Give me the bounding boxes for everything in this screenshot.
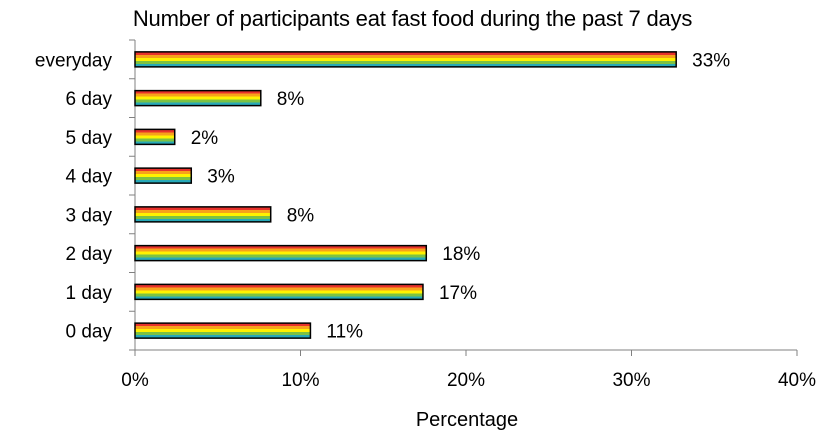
bar: [134, 128, 176, 146]
bar: [134, 322, 312, 339]
y-tick-label: 3 day: [66, 205, 113, 226]
data-label: 8%: [287, 205, 315, 226]
x-tick-label: 40%: [778, 370, 816, 391]
data-label: 33%: [692, 50, 730, 71]
bar-series: [134, 51, 677, 339]
bar: [134, 283, 424, 301]
chart-labels: 0% 10% 20% 30% 40% Percentage everyday 33% 6 day…: [35, 50, 816, 431]
data-label: 17%: [439, 283, 477, 304]
x-tick-label: 0%: [121, 370, 149, 391]
bar: [134, 244, 428, 262]
data-label: 18%: [442, 244, 480, 265]
x-tick-label: 30%: [612, 370, 650, 391]
chart-title: Number of participants eat fast food dur…: [132, 6, 693, 31]
data-label: 3%: [207, 167, 235, 188]
bar: [134, 167, 193, 184]
data-label: 8%: [277, 89, 305, 110]
bar: [134, 206, 272, 223]
bar: [134, 89, 262, 107]
x-axis-title: Percentage: [416, 409, 518, 431]
data-label: 2%: [191, 128, 219, 149]
bar: [134, 51, 677, 68]
data-label: 11%: [326, 322, 363, 343]
y-tick-label: 2 day: [66, 244, 113, 265]
chart-axes: [129, 39, 798, 356]
y-tick-label: everyday: [35, 50, 113, 71]
x-tick-label: 20%: [447, 370, 485, 391]
y-tick-label: 4 day: [66, 167, 113, 188]
y-tick-label: 1 day: [66, 283, 113, 304]
x-tick-label: 10%: [281, 370, 319, 391]
y-tick-label: 5 day: [66, 128, 113, 149]
y-tick-label: 6 day: [66, 89, 113, 110]
y-tick-label: 0 day: [66, 322, 113, 343]
